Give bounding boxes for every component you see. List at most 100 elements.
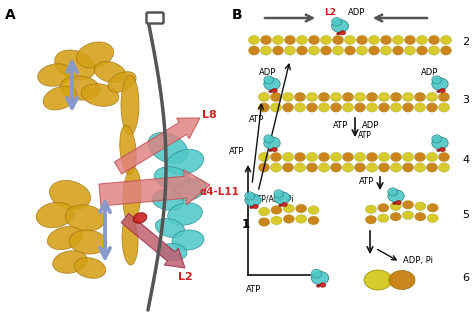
Ellipse shape [258,152,270,162]
Polygon shape [99,170,210,206]
Ellipse shape [264,78,280,90]
Ellipse shape [271,206,282,214]
Ellipse shape [331,19,348,32]
Ellipse shape [317,284,320,287]
Text: ATP: ATP [249,115,264,124]
Ellipse shape [166,149,204,175]
Ellipse shape [402,152,413,162]
Ellipse shape [319,92,329,102]
Ellipse shape [439,88,446,93]
Text: 6: 6 [462,273,469,283]
Ellipse shape [248,35,260,45]
Ellipse shape [432,137,448,149]
Ellipse shape [283,152,293,162]
Ellipse shape [330,163,342,172]
Ellipse shape [396,201,401,205]
Ellipse shape [81,84,119,106]
Text: 4: 4 [462,155,469,165]
Ellipse shape [311,269,322,278]
Text: ATP: ATP [358,130,372,140]
Ellipse shape [355,103,365,112]
Ellipse shape [43,86,77,110]
Ellipse shape [121,75,139,135]
Ellipse shape [391,92,401,102]
Ellipse shape [427,103,438,112]
Ellipse shape [272,148,277,151]
Ellipse shape [427,204,438,212]
Ellipse shape [294,163,306,172]
Ellipse shape [311,271,329,284]
Ellipse shape [294,92,306,102]
Ellipse shape [378,103,390,112]
Text: ADP, Pi: ADP, Pi [403,255,433,265]
Ellipse shape [343,152,354,162]
Text: L2: L2 [178,272,193,282]
Ellipse shape [437,90,440,93]
Ellipse shape [283,92,293,102]
Ellipse shape [264,137,280,149]
Ellipse shape [245,192,255,200]
Ellipse shape [283,163,293,172]
Text: ADP: ADP [362,120,379,129]
Ellipse shape [438,92,449,102]
Ellipse shape [438,163,449,172]
Ellipse shape [296,35,308,45]
Ellipse shape [53,251,87,273]
Ellipse shape [381,35,392,45]
Ellipse shape [332,35,344,45]
Text: 2: 2 [462,37,469,47]
Ellipse shape [402,92,413,102]
Ellipse shape [271,103,282,112]
Ellipse shape [355,152,365,162]
Ellipse shape [414,92,426,102]
Ellipse shape [366,163,377,172]
Ellipse shape [330,152,342,162]
Ellipse shape [60,76,100,100]
Ellipse shape [402,201,413,209]
Ellipse shape [47,226,82,249]
Text: α4-L11: α4-L11 [200,187,240,197]
Ellipse shape [258,92,270,102]
Ellipse shape [296,215,307,223]
Ellipse shape [439,148,446,151]
Ellipse shape [271,163,282,172]
Ellipse shape [414,152,426,162]
Ellipse shape [378,214,389,222]
Text: ATP: ATP [229,148,245,156]
Ellipse shape [391,103,401,112]
Ellipse shape [330,103,342,112]
Ellipse shape [296,204,307,213]
Ellipse shape [390,202,401,211]
Ellipse shape [55,50,95,80]
Ellipse shape [108,72,136,92]
Ellipse shape [378,92,390,102]
Ellipse shape [248,46,260,55]
Text: 3: 3 [462,95,469,105]
Ellipse shape [269,90,272,93]
Ellipse shape [271,152,282,162]
Ellipse shape [283,204,294,213]
Ellipse shape [133,213,147,223]
Polygon shape [121,214,185,268]
Ellipse shape [69,230,107,254]
Ellipse shape [378,163,390,172]
Ellipse shape [49,181,91,210]
Ellipse shape [388,190,404,202]
Ellipse shape [343,163,354,172]
Ellipse shape [271,216,282,225]
Ellipse shape [356,46,367,55]
Ellipse shape [388,188,398,196]
Ellipse shape [389,271,415,289]
Ellipse shape [273,35,283,45]
Ellipse shape [37,64,73,86]
Ellipse shape [381,46,392,55]
Ellipse shape [414,103,426,112]
Ellipse shape [320,46,331,55]
Ellipse shape [168,203,202,225]
Ellipse shape [392,35,403,45]
Ellipse shape [402,211,413,219]
Ellipse shape [271,92,282,102]
Ellipse shape [366,152,377,162]
Ellipse shape [258,163,270,172]
Ellipse shape [391,163,401,172]
